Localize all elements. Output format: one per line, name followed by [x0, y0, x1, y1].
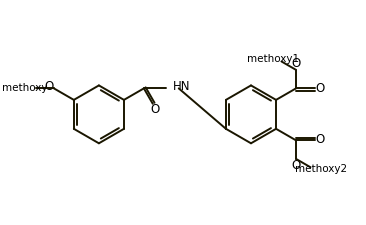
Text: methoxy2: methoxy2	[295, 164, 347, 174]
Text: O: O	[44, 80, 54, 93]
Text: O: O	[291, 57, 300, 70]
Text: O: O	[150, 103, 160, 116]
Text: O: O	[315, 82, 324, 95]
Text: O: O	[291, 159, 300, 172]
Text: methoxy: methoxy	[2, 83, 48, 93]
Text: O: O	[315, 133, 324, 146]
Text: HN: HN	[173, 80, 190, 93]
Text: methoxy1: methoxy1	[247, 54, 299, 64]
